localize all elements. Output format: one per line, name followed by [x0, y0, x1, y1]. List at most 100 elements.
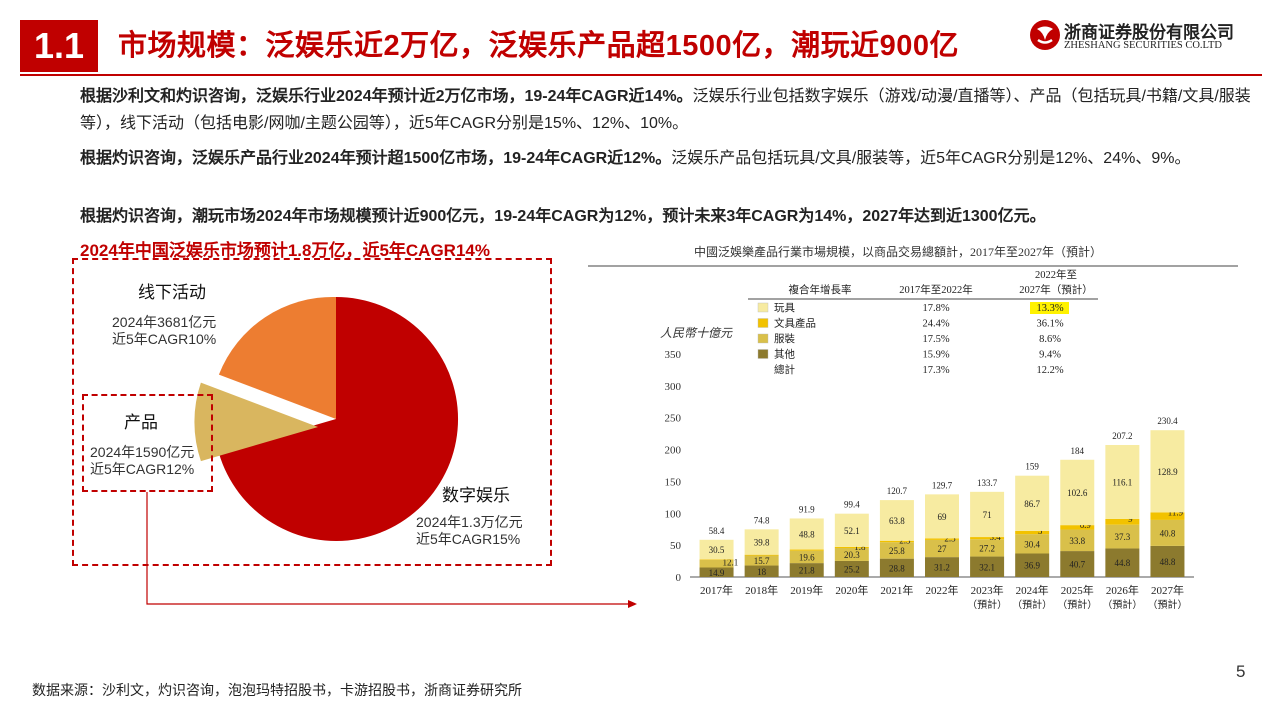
- bar-value-label: 102.6: [1067, 488, 1088, 498]
- bar-segment-1: [1150, 545, 1185, 577]
- y-tick-label: 300: [665, 381, 682, 393]
- bar-segment-2: [1105, 524, 1140, 549]
- x-tick-label: 2018年: [745, 583, 778, 597]
- x-tick-label: 2027年: [1151, 583, 1184, 597]
- bar-segment-2: [1060, 529, 1095, 552]
- paragraph-2-body: 泛娱乐产品包括玩具/文具/服装等，近5年CAGR分别是12%、24%、9%。: [671, 150, 1191, 167]
- bar-segment-3: [1105, 518, 1140, 525]
- bar-value-label: 6.9: [1080, 520, 1092, 530]
- bar-value-label: 12.1: [723, 558, 739, 568]
- pie-label-product-cagr: 近5年CAGR12%: [90, 461, 195, 477]
- legend-header-col3-line1: 2022年至: [1035, 268, 1077, 281]
- legend-row-cagr-1: 17.3%: [922, 365, 949, 376]
- x-tick-label: 2024年: [1016, 583, 1049, 597]
- bar-value-label: 9: [1128, 514, 1133, 524]
- y-tick-label: 200: [665, 445, 682, 457]
- bar-segment-1: [744, 565, 779, 577]
- legend-row-name: 服裝: [774, 332, 795, 345]
- x-tick-label: 2017年: [700, 583, 733, 597]
- bar-total-label: 230.4: [1157, 416, 1178, 426]
- x-tick-note: （預計）: [967, 598, 1007, 611]
- pie-label-offline-name: 线下活动: [138, 283, 206, 302]
- bar-value-label: 31.2: [934, 563, 950, 573]
- bar-segment-3: [970, 537, 1005, 540]
- bar-segment-4: [1150, 430, 1185, 513]
- bar-value-label: 14.9: [709, 568, 725, 578]
- section-number-badge: 1.1: [20, 20, 98, 72]
- header-divider: [20, 74, 1262, 76]
- bar-value-label: 39.8: [754, 538, 770, 548]
- bar-total-label: 99.4: [844, 500, 860, 510]
- bar-segment-1: [834, 560, 869, 577]
- y-tick-label: 150: [665, 476, 682, 488]
- legend-row-cagr-2: 9.4%: [1039, 350, 1061, 361]
- bar-segment-3: [789, 549, 824, 551]
- logo-english-name: ZHESHANG SECURITIES CO.LTD: [1064, 40, 1222, 51]
- bar-segment-1: [879, 558, 914, 577]
- bar-value-label: 20.3: [844, 550, 860, 560]
- x-tick-label: 2022年: [926, 583, 959, 597]
- legend-row-cagr-1: 24.4%: [922, 319, 949, 330]
- pie-label-digital-value: 2024年1.3万亿元: [416, 514, 523, 530]
- bar-value-label: 52.1: [844, 526, 860, 536]
- stacked-bar-chart: 中國泛娛樂產品行業市場規模，以商品交易總額計，2017年至2027年（預計） 人民…: [588, 244, 1238, 611]
- page-number: 5: [1236, 662, 1246, 681]
- bar-segment-2: [699, 559, 734, 568]
- bar-value-label: 25.2: [844, 564, 860, 574]
- x-tick-label: 2020年: [835, 583, 868, 597]
- bar-value-label: 71: [983, 510, 992, 520]
- legend-row-cagr-2: 13.3%: [1036, 303, 1063, 314]
- legend-row-name: 總計: [774, 363, 795, 376]
- page-title: 市场规模：泛娱乐近2万亿，泛娱乐产品超1500亿，潮玩近900亿: [118, 30, 960, 62]
- legend-row-name: 其他: [774, 348, 795, 361]
- bar-total-label: 74.8: [754, 515, 770, 525]
- bar-value-label: 32.1: [979, 562, 995, 572]
- bar-segment-2: [1015, 534, 1050, 554]
- paragraph-1-body: 泛娱乐行业包括数字娱乐（游戏/动漫/直播等）、产品（包括玩具/书籍/文具/服装等…: [80, 88, 1251, 132]
- bar-segment-1: [1015, 553, 1050, 577]
- bar-value-label: 63.8: [889, 516, 905, 526]
- legend-swatch: [757, 302, 769, 313]
- bar-total-label: 91.9: [799, 504, 815, 514]
- y-tick-label: 350: [665, 349, 682, 361]
- bar-segment-4: [1105, 444, 1140, 519]
- company-logo: 浙商证券股份有限公司 ZHESHANG SECURITIES CO.LTD: [1028, 16, 1264, 60]
- legend-swatch: [757, 318, 769, 328]
- bar-value-label: 69: [938, 512, 948, 522]
- bar-total-label: 159: [1025, 462, 1039, 472]
- bar-segment-4: [879, 500, 914, 541]
- paragraph-2-lead: 根据灼识咨询，泛娱乐产品行业2024年预计超1500亿市场，19-24年CAGR…: [80, 150, 672, 167]
- bar-value-label: 18: [757, 567, 767, 577]
- pie-label-product-value: 2024年1590亿元: [90, 444, 195, 460]
- bar-segment-2: [744, 555, 779, 566]
- paragraph-3-lead: 根据灼识咨询，潮玩市场2024年市场规模预计近900亿元，19-24年CAGR为…: [80, 208, 1046, 225]
- bar-segment-1: [1105, 548, 1140, 577]
- bar-value-label: 27: [938, 544, 948, 554]
- logo-chinese-name: 浙商证券股份有限公司: [1064, 23, 1234, 42]
- bar-value-label: 36.9: [1024, 561, 1040, 571]
- chart-title: 中國泛娛樂產品行業市場規模，以商品交易總額計，2017年至2027年（預計）: [694, 244, 1102, 259]
- legend-row-cagr-2: 36.1%: [1036, 319, 1063, 330]
- bar-segment-3: [744, 554, 779, 556]
- bar-segment-2: [834, 548, 869, 561]
- bar-total-label: 207.2: [1112, 431, 1132, 441]
- pie-label-digital-name: 数字娱乐: [442, 486, 510, 505]
- bar-segment-4: [744, 529, 779, 555]
- bar-value-label: 48.8: [799, 529, 815, 539]
- legend-row-name: 玩具: [774, 302, 795, 314]
- bar-segment-4: [1015, 475, 1050, 531]
- pie-chart-title: 2024年中国泛娱乐市场预计1.8万亿，近5年CAGR14%: [80, 241, 490, 260]
- bar-segment-3: [699, 559, 734, 560]
- bar-value-label: 33.8: [1069, 536, 1085, 546]
- bar-value-label: 37.3: [1114, 532, 1130, 542]
- bar-value-label: 15.7: [754, 556, 770, 566]
- bar-segment-3: [879, 540, 914, 543]
- bar-value-label: 30.5: [709, 545, 725, 555]
- pie-label-product-name: 产品: [124, 413, 158, 432]
- bar-value-label: 116.1: [1112, 477, 1132, 487]
- bar-value-label: 27.2: [979, 543, 995, 553]
- y-tick-label: 0: [676, 572, 682, 584]
- x-tick-label: 2026年: [1106, 583, 1139, 597]
- bar-total-label: 184: [1071, 446, 1085, 456]
- bar-value-label: 21.8: [799, 566, 815, 576]
